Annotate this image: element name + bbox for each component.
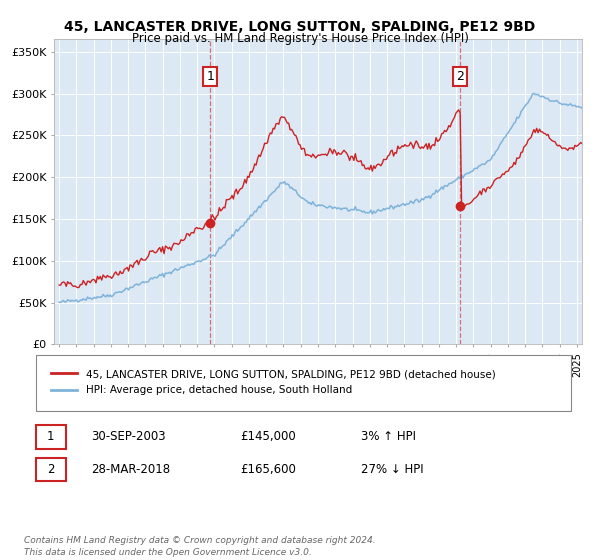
Text: 1: 1 xyxy=(47,431,54,444)
Legend: 45, LANCASTER DRIVE, LONG SUTTON, SPALDING, PE12 9BD (detached house), HPI: Aver: 45, LANCASTER DRIVE, LONG SUTTON, SPALDI… xyxy=(46,364,501,400)
Text: 27% ↓ HPI: 27% ↓ HPI xyxy=(361,463,424,475)
Text: Price paid vs. HM Land Registry's House Price Index (HPI): Price paid vs. HM Land Registry's House … xyxy=(131,32,469,45)
Text: £165,600: £165,600 xyxy=(240,463,296,475)
Text: 3% ↑ HPI: 3% ↑ HPI xyxy=(361,431,416,444)
Text: 30-SEP-2003: 30-SEP-2003 xyxy=(91,431,166,444)
Text: 2: 2 xyxy=(47,463,54,475)
Text: 28-MAR-2018: 28-MAR-2018 xyxy=(91,463,170,475)
Text: 1: 1 xyxy=(206,71,214,83)
Text: Contains HM Land Registry data © Crown copyright and database right 2024.
This d: Contains HM Land Registry data © Crown c… xyxy=(24,536,376,557)
FancyBboxPatch shape xyxy=(35,458,66,480)
FancyBboxPatch shape xyxy=(35,426,66,449)
Text: 2: 2 xyxy=(457,71,464,83)
Text: 45, LANCASTER DRIVE, LONG SUTTON, SPALDING, PE12 9BD: 45, LANCASTER DRIVE, LONG SUTTON, SPALDI… xyxy=(64,20,536,34)
FancyBboxPatch shape xyxy=(35,354,571,411)
Text: £145,000: £145,000 xyxy=(240,431,296,444)
